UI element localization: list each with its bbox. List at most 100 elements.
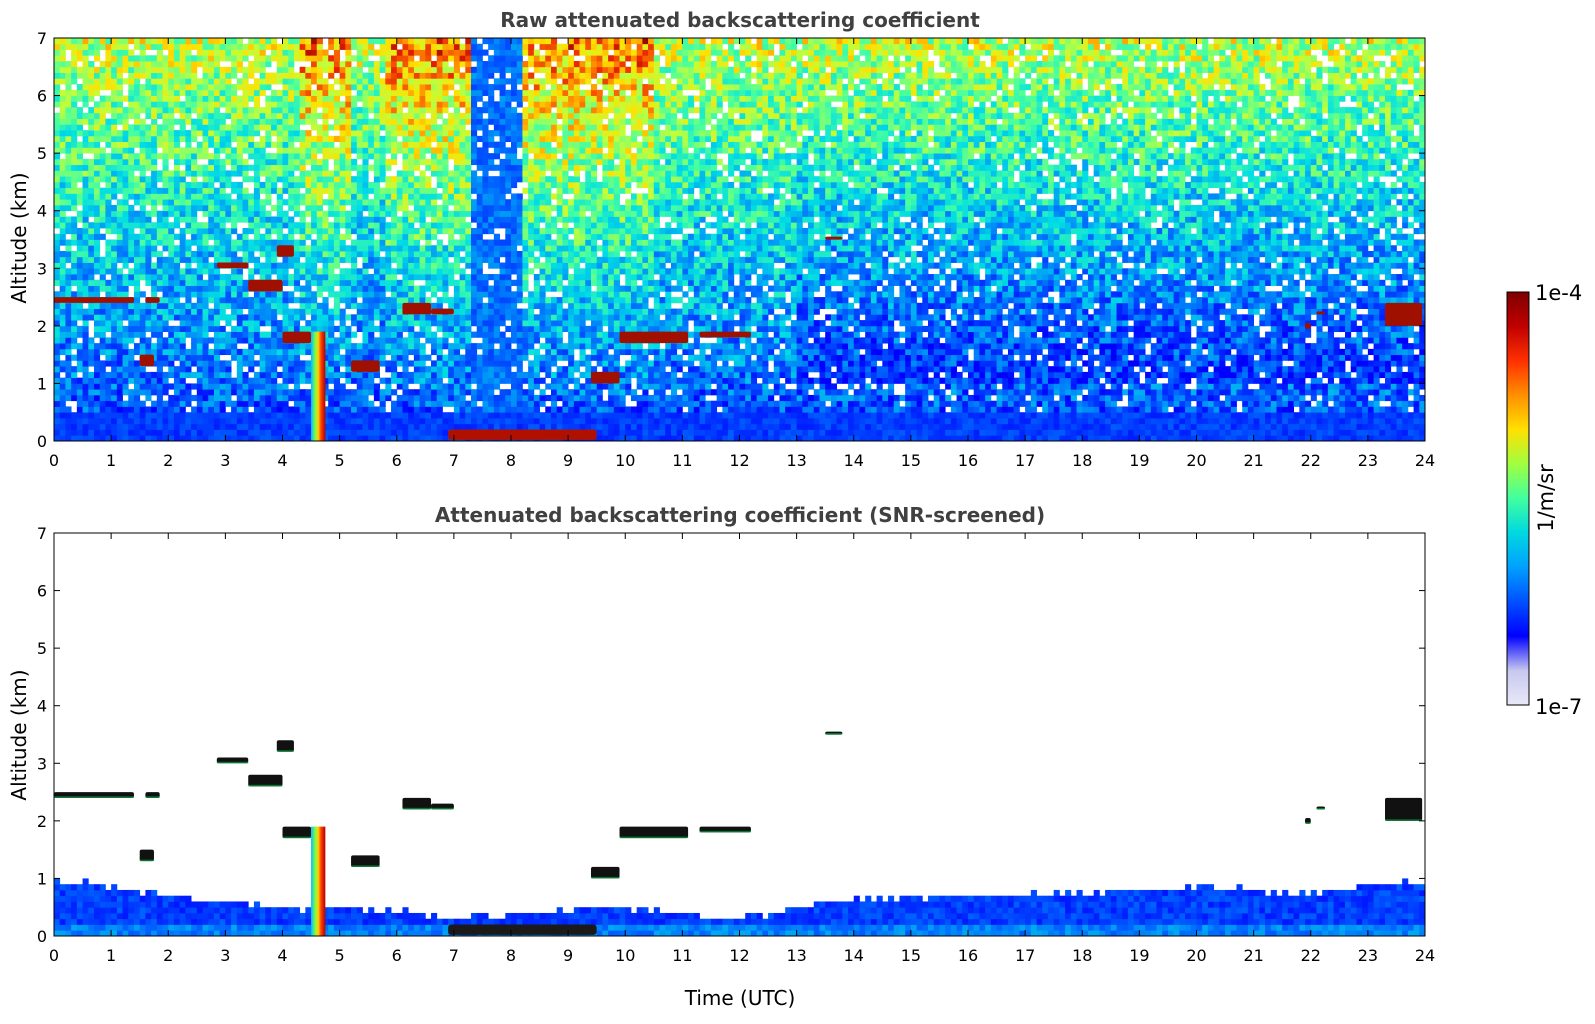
x-tick-label: 5 [335, 451, 345, 470]
y-tick-label: 2 [37, 812, 47, 831]
x-tick-label: 0 [49, 451, 59, 470]
cloud-layer [145, 297, 159, 303]
x-tick-label: 21 [1243, 451, 1263, 470]
x-tick-label: 14 [844, 946, 864, 965]
x-tick-label: 13 [786, 451, 806, 470]
cloud-layer [277, 245, 294, 257]
x-tick-label: 13 [786, 946, 806, 965]
x-tick-label: 7 [449, 451, 459, 470]
x-tick-label: 10 [615, 946, 635, 965]
panel2-xlabel: Time (UTC) [684, 986, 796, 1010]
y-tick-label: 4 [37, 202, 47, 221]
y-tick-label: 1 [37, 374, 47, 393]
cloud-layer [277, 740, 294, 752]
x-tick-label: 5 [335, 946, 345, 965]
x-tick-label: 10 [615, 451, 635, 470]
cloud-layer [1316, 311, 1325, 314]
x-tick-label: 12 [729, 451, 749, 470]
y-tick-label: 7 [37, 524, 47, 543]
x-tick-label: 19 [1129, 946, 1149, 965]
x-tick-label: 15 [901, 451, 921, 470]
cloud-layer [1305, 323, 1311, 329]
x-tick-label: 11 [672, 946, 692, 965]
cloud-layer [248, 775, 282, 787]
x-tick-label: 8 [506, 451, 516, 470]
y-tick-label: 7 [37, 29, 47, 48]
heatmap-field [54, 533, 1425, 936]
y-tick-label: 6 [37, 582, 47, 601]
x-tick-label: 20 [1186, 451, 1206, 470]
colorbar-max-label: 1e-4 [1535, 281, 1582, 305]
fog-layer [448, 429, 597, 439]
x-tick-label: 9 [563, 451, 573, 470]
cloud-layer [1385, 798, 1422, 821]
y-tick-label: 5 [37, 144, 47, 163]
x-tick-label: 8 [506, 946, 516, 965]
x-tick-label: 22 [1301, 451, 1321, 470]
cloud-layer [1385, 303, 1422, 326]
x-tick-label: 14 [844, 451, 864, 470]
x-tick-label: 2 [163, 451, 173, 470]
cloud-layer [351, 360, 380, 372]
x-tick-label: 4 [277, 451, 287, 470]
x-tick-label: 12 [729, 946, 749, 965]
cloud-layer [283, 827, 312, 839]
x-tick-label: 6 [392, 946, 402, 965]
y-tick-label: 0 [37, 927, 47, 946]
y-tick-label: 0 [37, 432, 47, 451]
y-tick-label: 1 [37, 869, 47, 888]
precip-column [311, 332, 325, 441]
colorbar [1507, 292, 1529, 705]
panel2-ylabel: Altitude (km) [7, 669, 31, 800]
cloud-layer [351, 855, 380, 867]
cloud-layer [140, 850, 154, 862]
cloud-layer [700, 332, 751, 338]
cloud-layer [431, 309, 454, 315]
panel2-title: Attenuated backscattering coefficient (S… [435, 503, 1045, 527]
cloud-layer [140, 355, 154, 367]
colorbar-min-label: 1e-7 [1535, 695, 1582, 719]
x-tick-label: 17 [1015, 946, 1035, 965]
cloud-layer [402, 303, 431, 315]
y-tick-label: 3 [37, 754, 47, 773]
x-tick-label: 24 [1415, 451, 1435, 470]
x-tick-label: 1 [106, 946, 116, 965]
x-tick-label: 1 [106, 451, 116, 470]
x-tick-label: 3 [220, 451, 230, 470]
x-tick-label: 4 [277, 946, 287, 965]
x-tick-label: 24 [1415, 946, 1435, 965]
x-tick-label: 16 [958, 451, 978, 470]
x-tick-label: 2 [163, 946, 173, 965]
panel1-ylabel: Altitude (km) [7, 172, 31, 303]
cloud-layer [591, 372, 620, 384]
fog-layer [448, 924, 597, 934]
panel1-title: Raw attenuated backscattering coefficien… [500, 8, 980, 32]
cloud-layer [217, 263, 248, 269]
x-tick-label: 3 [220, 946, 230, 965]
y-tick-label: 5 [37, 639, 47, 658]
x-tick-label: 0 [49, 946, 59, 965]
colorbar-label: 1/m/sr [1534, 464, 1558, 532]
x-tick-label: 16 [958, 946, 978, 965]
x-tick-label: 9 [563, 946, 573, 965]
x-tick-label: 11 [672, 451, 692, 470]
x-tick-label: 18 [1072, 451, 1092, 470]
x-tick-label: 6 [392, 451, 402, 470]
y-tick-label: 2 [37, 317, 47, 336]
x-tick-label: 17 [1015, 451, 1035, 470]
x-tick-label: 15 [901, 946, 921, 965]
x-tick-label: 18 [1072, 946, 1092, 965]
heatmap-field [54, 38, 1425, 441]
x-tick-label: 21 [1243, 946, 1263, 965]
y-tick-label: 4 [37, 697, 47, 716]
cloud-layer [825, 237, 842, 240]
cloud-layer [620, 827, 689, 839]
x-tick-label: 23 [1358, 451, 1378, 470]
x-tick-label: 23 [1358, 946, 1378, 965]
x-tick-label: 7 [449, 946, 459, 965]
x-tick-label: 22 [1301, 946, 1321, 965]
